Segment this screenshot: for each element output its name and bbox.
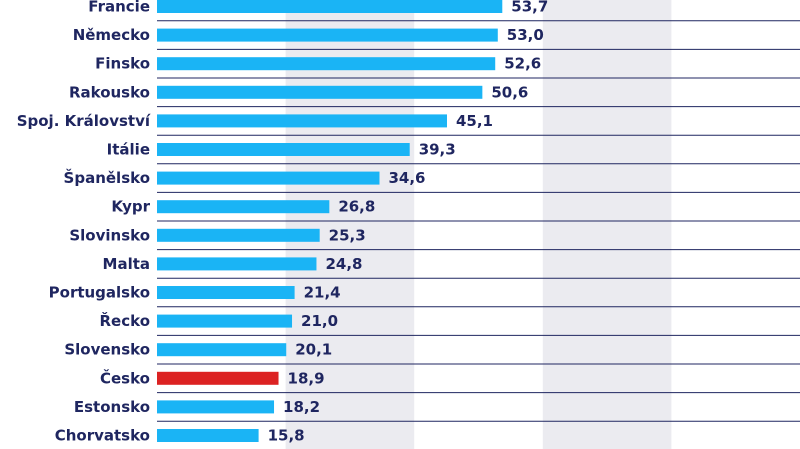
value-label: 26,8 (338, 198, 375, 216)
background-band (542, 0, 672, 449)
value-label: 25,3 (329, 226, 366, 244)
category-label: Finsko (95, 55, 150, 73)
category-label: Estonsko (74, 398, 150, 416)
bar (157, 371, 279, 385)
value-label: 45,1 (456, 112, 493, 130)
category-label: Rakousko (69, 83, 150, 101)
category-label: Malta (103, 255, 150, 273)
category-label: Spoj. Království (17, 112, 151, 130)
row-gridlines (157, 20, 800, 422)
category-label: Portugalsko (49, 284, 150, 302)
category-label: Španělsko (64, 168, 150, 187)
bar (157, 286, 295, 299)
bar (157, 57, 496, 71)
value-label: 18,2 (283, 398, 320, 416)
category-label: Slovensko (64, 341, 150, 359)
bars (157, 0, 503, 442)
category-label: Kypr (111, 198, 150, 216)
category-label: Česko (100, 368, 150, 387)
bar (157, 114, 447, 128)
bar (157, 200, 330, 214)
value-label: 21,0 (301, 312, 338, 330)
category-labels: Francie Německo Finsko Rakousko Spoj. Králov… (17, 0, 151, 445)
value-label: 39,3 (419, 141, 456, 159)
bar (157, 171, 380, 185)
category-label: Slovinsko (69, 226, 150, 244)
category-label: Německo (73, 26, 150, 44)
bar (157, 343, 287, 357)
bar (157, 143, 410, 156)
value-label: 34,6 (388, 169, 425, 187)
bar (157, 314, 293, 328)
value-label: 18,9 (288, 369, 325, 387)
value-label: 52,6 (504, 55, 541, 73)
value-label: 24,8 (325, 255, 362, 273)
category-label: Itálie (107, 141, 150, 159)
bar (157, 0, 503, 13)
category-label: Francie (88, 0, 150, 16)
bar (157, 429, 259, 442)
bar (157, 85, 483, 99)
bar (157, 400, 275, 414)
background-band (285, 0, 415, 449)
value-label: 53,0 (507, 26, 544, 44)
bar (157, 28, 498, 42)
value-label: 53,7 (511, 0, 548, 16)
value-label: 15,8 (268, 427, 305, 445)
background-bands (285, 0, 672, 449)
category-label: Chorvatsko (55, 427, 150, 445)
value-labels: 53,7 53,0 52,6 50,6 45,139,3 34,6 26,8 25,3 24,8… (268, 0, 549, 445)
bar (157, 228, 320, 242)
value-label: 50,6 (491, 83, 528, 101)
category-label: Řecko (100, 311, 151, 330)
value-label: 21,4 (304, 284, 341, 302)
bar (157, 257, 317, 271)
value-label: 20,1 (295, 341, 332, 359)
